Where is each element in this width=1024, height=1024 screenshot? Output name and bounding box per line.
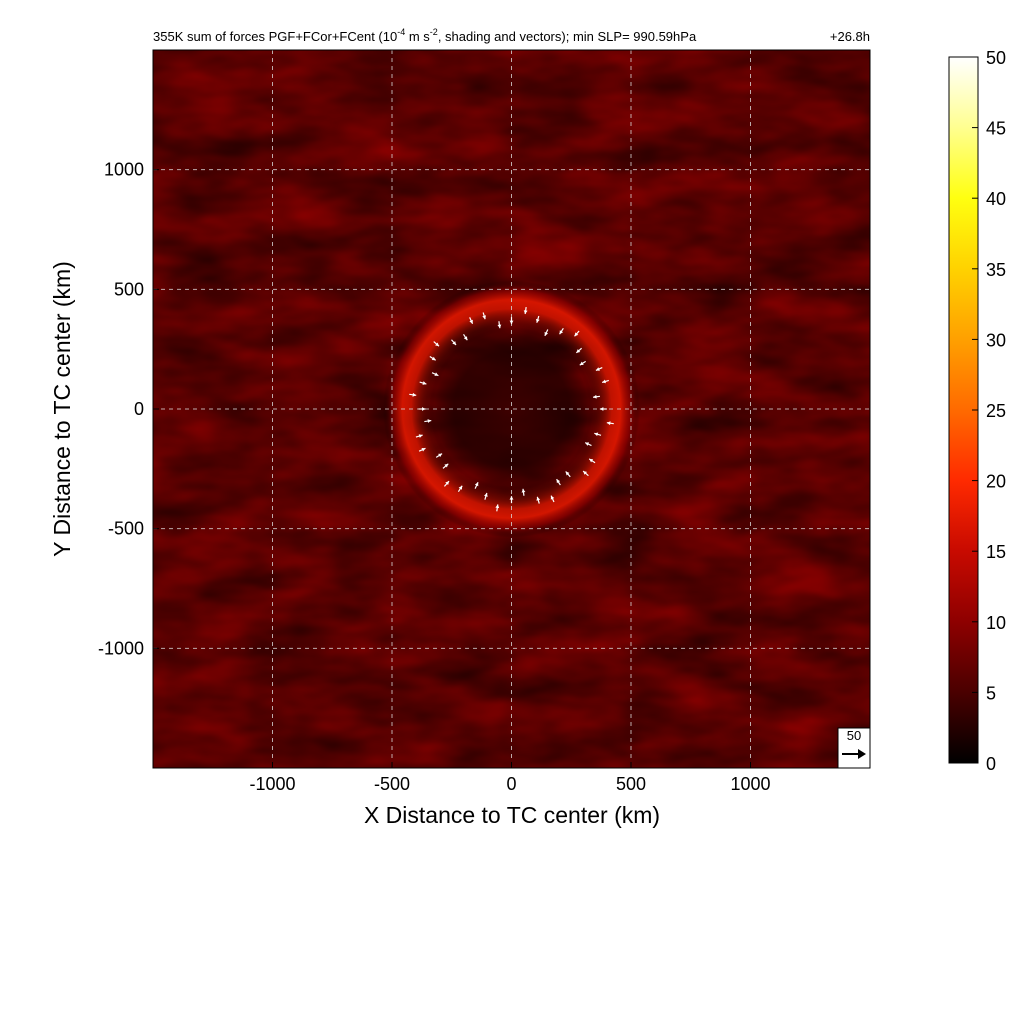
force-vector-head xyxy=(585,442,590,446)
colorbar-tick-label: 10 xyxy=(986,613,1006,633)
force-vectors xyxy=(409,306,614,512)
force-vector-head xyxy=(469,319,473,324)
x-ticks: -1000 -500 0 500 1000 xyxy=(249,762,771,794)
force-vector-head xyxy=(495,504,500,509)
force-vector-head xyxy=(595,367,600,371)
force-vector-head xyxy=(550,495,555,500)
force-vector-head xyxy=(434,372,439,376)
force-vector-head xyxy=(544,331,549,336)
force-vector-head xyxy=(576,349,581,353)
colorbar-tick-label: 20 xyxy=(986,472,1006,492)
colorbar-tick-label: 40 xyxy=(986,189,1006,209)
y-ticks: -1000 -500 0 500 1000 xyxy=(98,160,159,658)
force-vector-head xyxy=(421,448,426,452)
force-vector-head xyxy=(535,318,540,323)
force-vector-head xyxy=(509,320,514,325)
force-vector-head xyxy=(422,381,427,385)
force-vector-head xyxy=(593,394,597,399)
force-vector-head xyxy=(474,482,479,487)
force-vector-head xyxy=(521,488,526,493)
force-vector-head xyxy=(606,421,611,426)
force-vector-head xyxy=(444,463,449,468)
force-vector-head xyxy=(482,315,486,320)
force-vector-head xyxy=(594,432,599,437)
force-vector-head xyxy=(509,496,514,500)
x-tick-label: -1000 xyxy=(249,774,295,794)
force-vector-head xyxy=(589,458,594,463)
force-vector-head xyxy=(431,356,436,361)
force-vector-head xyxy=(523,310,528,314)
title-suffix: , shading and vectors); min SLP= 990.59h… xyxy=(438,29,697,44)
force-vector-head xyxy=(536,496,541,501)
x-axis-label: X Distance to TC center (km) xyxy=(364,802,660,828)
y-axis-label: Y Distance to TC center (km) xyxy=(49,261,75,557)
y-tick-label: 0 xyxy=(134,399,144,419)
colorbar-tick-label: 35 xyxy=(986,260,1006,280)
x-tick-label: 0 xyxy=(506,774,516,794)
colorbar-tick-label: 45 xyxy=(986,119,1006,139)
colorbar-ticks: 0 5 10 15 20 25 30 35 40 45 50 xyxy=(972,48,1006,774)
reference-arrow-icon xyxy=(842,749,866,759)
force-vector-head xyxy=(579,361,584,366)
force-vector-head xyxy=(497,324,502,329)
colorbar-tick-label: 0 xyxy=(986,754,996,774)
x-tick-label: 500 xyxy=(616,774,646,794)
force-vector-head xyxy=(438,453,443,458)
force-vector-head xyxy=(599,407,604,411)
force-vector-head xyxy=(559,330,564,335)
reference-vector-label: 50 xyxy=(847,728,861,743)
colorbar-tick-label: 15 xyxy=(986,542,1006,562)
plot-area xyxy=(153,50,870,768)
chart-title: 355K sum of forces PGF+FCor+FCent (10-4 … xyxy=(153,27,697,44)
title-mid: m s xyxy=(405,29,430,44)
y-tick-label: -1000 xyxy=(98,638,144,658)
force-vector-head xyxy=(412,392,417,397)
time-label: +26.8h xyxy=(830,29,870,44)
force-vector-head xyxy=(452,341,457,346)
colorbar-tick-label: 30 xyxy=(986,330,1006,350)
force-vector-head xyxy=(484,492,488,497)
force-vector-head xyxy=(421,407,426,411)
title-exp1: -4 xyxy=(397,27,405,37)
eye-region xyxy=(429,326,594,492)
force-vector-head xyxy=(583,471,588,475)
x-tick-label: 1000 xyxy=(730,774,770,794)
force-vector-head xyxy=(435,342,440,347)
colorbar-tick-label: 25 xyxy=(986,401,1006,421)
colorbar-tick-label: 50 xyxy=(986,48,1006,68)
title-prefix: 355K sum of forces PGF+FCor+FCent (10 xyxy=(153,29,397,44)
force-vector-head xyxy=(463,336,468,341)
colorbar-tick-label: 5 xyxy=(986,683,996,703)
force-vector-head xyxy=(427,419,432,423)
force-vector-head xyxy=(458,485,463,490)
y-tick-label: -500 xyxy=(108,519,144,539)
force-vector-head xyxy=(574,332,579,337)
force-vector-head xyxy=(565,471,570,476)
x-tick-label: -500 xyxy=(374,774,410,794)
reference-vector-box: 50 xyxy=(837,727,871,769)
y-tick-label: 1000 xyxy=(104,160,144,180)
force-vector-head xyxy=(418,434,423,438)
force-vector-head xyxy=(445,481,450,486)
y-tick-label: 500 xyxy=(114,279,144,299)
force-vector-head xyxy=(602,379,607,384)
title-exp2: -2 xyxy=(430,27,438,37)
force-vector-head xyxy=(556,479,561,484)
